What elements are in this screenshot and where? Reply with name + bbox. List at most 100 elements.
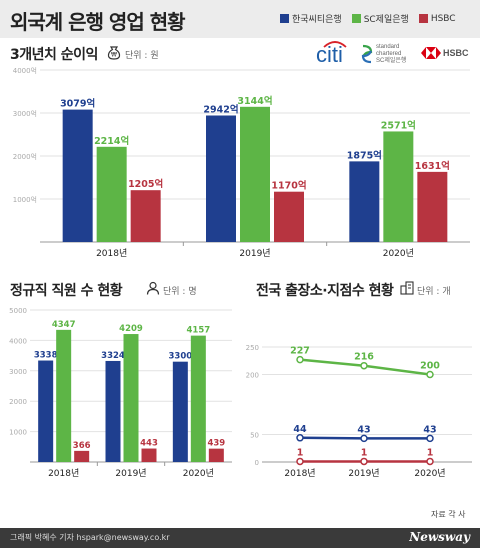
data-point: [296, 457, 304, 466]
bar: [74, 450, 90, 462]
data-label: 1875억: [347, 149, 382, 161]
sc-logo-text: standard chartered SC제일은행: [376, 44, 406, 65]
legend-item-hsbc: HSBC: [418, 12, 456, 25]
branch-unit: 단위 : 개: [417, 287, 451, 297]
data-label: 3324: [101, 351, 125, 361]
legend-label-sc: SC제일은행: [363, 15, 409, 25]
data-label: 216: [354, 352, 374, 363]
bar: [383, 131, 414, 242]
legend-label-citi: 한국씨티은행: [292, 15, 342, 25]
data-label: 200: [420, 361, 440, 372]
y-tick-label: 200: [246, 372, 259, 380]
data-label: 4347: [52, 320, 76, 330]
x-tick-label: 2019년: [115, 468, 146, 479]
bar: [56, 329, 72, 462]
data-label: 4209: [119, 324, 143, 334]
sc-logo-icon: [361, 44, 373, 64]
person-icon: [146, 281, 160, 295]
data-point: [360, 434, 368, 443]
legend-swatch-sc: [351, 14, 361, 23]
data-label: 1: [427, 447, 434, 458]
title-bar: 외국계 은행 영업 현황 한국씨티은행 SC제일은행 HSBC: [0, 0, 480, 38]
hsbc-hexagon-icon: [421, 47, 441, 59]
x-tick-label: 2019년: [239, 248, 270, 259]
bar: [274, 191, 304, 242]
staff-title: 정규직 직원 수 현황: [10, 283, 123, 299]
x-tick-label: 2019년: [348, 468, 379, 479]
bar: [141, 448, 157, 462]
bar: [38, 360, 54, 462]
profit-chart: 1000억 2000억 3000억 4000억 2018년 3079억 2214억 1205억…: [13, 67, 470, 259]
data-point: [426, 370, 434, 379]
y-tick-label: 1000억: [13, 196, 37, 204]
bar: [130, 190, 161, 242]
data-label: 3300: [168, 352, 192, 362]
data-label: 4157: [186, 326, 210, 336]
data-label: 1: [361, 447, 368, 458]
data-point: [296, 355, 304, 364]
staff-chart: 1000 2000 3000 4000 5000 2018년 3338 4347 366 2019…: [9, 307, 232, 479]
data-label: 227: [290, 346, 310, 357]
legend-swatch-hsbc: [418, 14, 428, 23]
bar: [349, 161, 380, 242]
bar: [172, 361, 188, 462]
y-tick-label: 1000: [9, 429, 27, 437]
bar: [62, 109, 93, 242]
branch-title: 전국 출장소·지점수 현황: [256, 283, 394, 299]
legend-item-citi: 한국씨티은행: [280, 12, 342, 25]
x-tick-label: 2018년: [284, 468, 315, 479]
staff-unit: 단위 : 명: [163, 287, 197, 297]
y-tick-label: 4000억: [13, 67, 37, 75]
x-tick-label: 2020년: [183, 468, 214, 479]
y-tick-label: 2000억: [13, 153, 37, 161]
branch-chart: 0 50 200 250 2018년 2019년 2020년 227 216 200 44 43 43 1…: [246, 344, 472, 479]
data-label: 3338: [34, 351, 58, 361]
y-tick-label: 250: [246, 344, 259, 352]
bar: [417, 171, 448, 242]
y-tick-label: 2000: [9, 398, 27, 406]
citi-logo-text: citi: [316, 42, 343, 67]
credit: 그래픽 박혜수 기자 hspark@newsway.co.kr: [10, 533, 170, 542]
x-tick-label: 2018년: [48, 468, 79, 479]
data-label: 2571억: [381, 119, 416, 131]
bar: [208, 448, 224, 462]
data-point: [360, 457, 368, 466]
legend-swatch-citi: [280, 14, 289, 23]
data-label: 1631억: [415, 160, 450, 172]
data-label: 1: [297, 447, 304, 458]
bar: [190, 335, 206, 462]
y-tick-label: 3000억: [13, 110, 37, 118]
bar: [240, 106, 270, 242]
data-point: [426, 434, 434, 443]
data-label: 2214억: [94, 135, 129, 147]
x-tick-label: 2020년: [383, 248, 414, 259]
data-label: 3144억: [237, 95, 272, 107]
data-label: 366: [73, 441, 91, 451]
citi-arc-icon: [323, 41, 347, 48]
x-tick-label: 2020년: [414, 468, 445, 479]
hsbc-logo-text: HSBC: [443, 48, 469, 58]
profit-unit: 단위 : 원: [125, 51, 159, 61]
page-title: 외국계 은행 영업 현황: [10, 10, 185, 34]
svg-text:₩: ₩: [111, 52, 117, 59]
data-point: [296, 434, 304, 442]
sc-logo-line2: chartered: [376, 51, 402, 57]
citi-logo: citi: [316, 41, 347, 68]
profit-title: 3개년치 순이익: [10, 47, 98, 63]
legend-item-sc: SC제일은행: [351, 12, 409, 25]
bar: [96, 146, 127, 242]
building-icon: [400, 281, 414, 295]
data-point: [426, 457, 434, 466]
data-label: 44: [293, 424, 307, 435]
sc-logo-line1: standard: [376, 44, 400, 50]
bar: [123, 334, 139, 462]
y-tick-label: 4000: [9, 337, 27, 345]
y-tick-label: 5000: [9, 307, 27, 315]
data-label: 443: [140, 439, 158, 449]
x-tick-label: 2018년: [96, 248, 127, 259]
y-tick-label: 50: [250, 432, 259, 440]
data-label: 2942억: [203, 103, 238, 115]
y-tick-label: 3000: [9, 368, 27, 376]
data-point: [360, 361, 368, 370]
